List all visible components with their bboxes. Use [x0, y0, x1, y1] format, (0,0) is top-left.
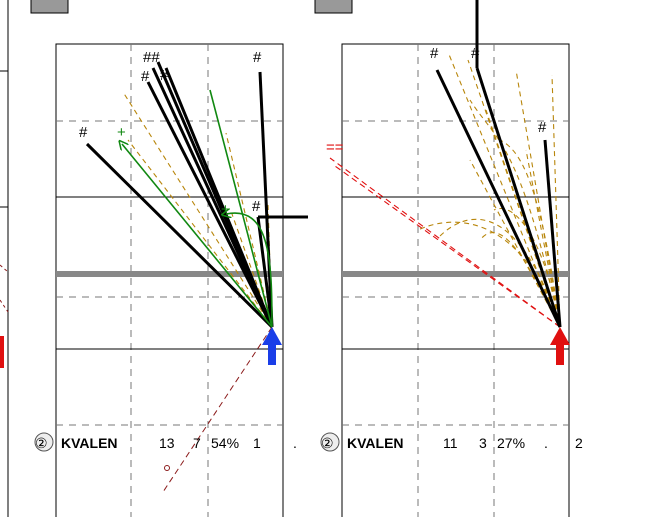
left-shot-6: [258, 71, 274, 328]
left-shots: [85, 61, 308, 329]
left-stat-d: .: [293, 435, 297, 451]
left-team-name[interactable]: KVALEN: [61, 435, 118, 451]
left-shot-1: [85, 142, 274, 329]
up-arrow-red-icon: [550, 327, 570, 365]
right-goal-bar: [342, 271, 569, 277]
right-pass-7: [469, 99, 561, 328]
left-hash-6: #: [252, 198, 261, 215]
left-pass-3: [127, 139, 273, 328]
right-pass-12: [479, 232, 561, 328]
left-long-dash: [162, 326, 273, 493]
left-edge-dash-b: [0, 299, 9, 313]
right-shot-3: [543, 139, 562, 328]
right-stat-b: 3: [479, 435, 487, 451]
left-hash-3: #: [160, 67, 169, 84]
right-circle-number: ②: [321, 435, 334, 451]
left-stat-a: 13: [159, 435, 175, 451]
left-plus-2: +: [221, 201, 230, 218]
right-red-pass-1: [329, 157, 561, 328]
up-arrow-blue-icon: [262, 327, 282, 365]
right-pass-14: [525, 149, 561, 328]
right-stat-a: 11: [443, 435, 458, 451]
right-passes: [417, 51, 561, 328]
right-shot-2: [475, 67, 562, 328]
right-panel: # # # == ② KVALEN 11 3 27% . 2: [320, 0, 583, 517]
left-shot-2: [146, 81, 274, 328]
left-panel: ## # # # # # + + ② KVALEN 13 7 54% 1 .: [34, 43, 308, 517]
right-red-passes: [329, 157, 561, 328]
right-stat-c: .: [544, 435, 548, 451]
right-pass-9: [437, 218, 561, 328]
left-shot-5: [164, 67, 274, 328]
left-edge-dash-a: [0, 264, 9, 273]
right-hash-2: #: [471, 45, 480, 62]
left-hash-4: #: [253, 49, 262, 66]
left-pass-2: [225, 132, 273, 328]
right-eq-mark: ==: [326, 139, 344, 156]
right-pass-10: [417, 221, 561, 328]
right-hash-3: #: [538, 119, 547, 136]
left-dash-end-circle: [164, 465, 170, 471]
left-goal-bar: [56, 271, 283, 277]
right-pass-3: [515, 69, 561, 328]
left-green-pass: [122, 144, 273, 328]
left-hash-5: #: [79, 124, 88, 141]
left-stat-c: 1: [253, 435, 261, 451]
right-stat-d: 2: [575, 435, 583, 451]
left-hash-1: ##: [143, 49, 160, 66]
right-circle-number-bg: [320, 432, 340, 452]
right-shot-1: [435, 69, 562, 328]
left-hash-2: #: [141, 68, 150, 85]
right-team-name[interactable]: KVALEN: [347, 435, 404, 451]
left-stat-b: 7: [193, 435, 201, 451]
left-edge-red-marker: [0, 336, 4, 368]
right-field-frame: [341, 43, 570, 517]
right-pass-4: [551, 74, 561, 328]
right-red-pass-2: [334, 165, 561, 328]
left-circle-number: ②: [35, 435, 48, 451]
right-pass-6: [469, 159, 561, 328]
right-tab[interactable]: [314, 0, 353, 14]
left-plus-1: +: [117, 124, 126, 141]
right-shots: [435, 0, 562, 328]
right-stat-percent: 27%: [497, 435, 525, 451]
left-stat-percent: 54%: [211, 435, 239, 451]
right-pass-8: [499, 139, 561, 328]
left-green-curve: [226, 213, 273, 328]
left-pass-1: [122, 91, 273, 328]
right-hash-1: #: [430, 45, 439, 62]
left-circle-number-bg: [34, 432, 54, 452]
left-tab[interactable]: [30, 0, 69, 14]
left-green-pass-b: [209, 89, 273, 328]
right-pass-1: [447, 51, 561, 328]
left-shot-7: [256, 216, 274, 328]
